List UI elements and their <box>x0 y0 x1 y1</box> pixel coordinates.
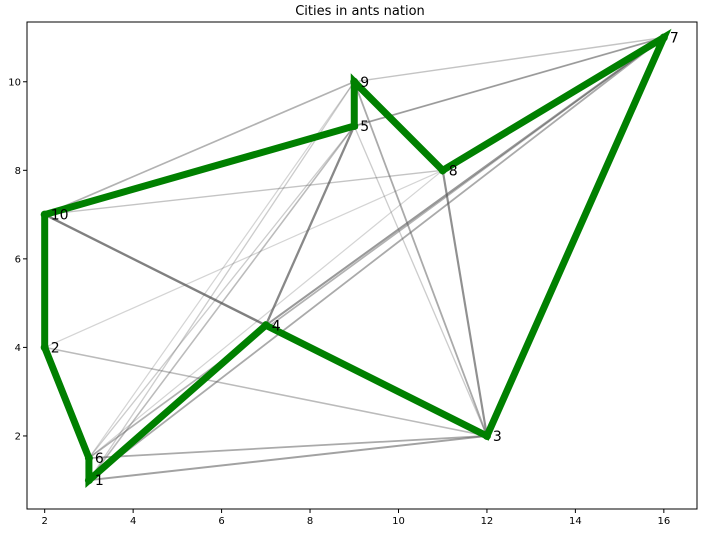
city-point-3 <box>482 431 491 440</box>
city-label-3: 3 <box>493 429 502 445</box>
x-tick-label-10: 10 <box>392 516 405 527</box>
city-label-2: 2 <box>51 340 60 356</box>
city-label-6: 6 <box>95 451 104 467</box>
city-label-1: 1 <box>95 473 104 489</box>
city-point-9 <box>350 77 359 86</box>
pheromone-edge-1-7 <box>88 36 665 481</box>
pheromone-edge-6-3 <box>88 435 487 459</box>
x-tick-label-12: 12 <box>481 516 494 527</box>
pheromone-edge-4-5 <box>264 125 356 326</box>
city-markers <box>40 33 668 485</box>
city-point-4 <box>261 321 270 330</box>
city-label-8: 8 <box>449 163 458 179</box>
pheromone-edge-5-7 <box>354 36 665 127</box>
x-axis-ticks: 2 4 6 8 10 12 14 16 <box>42 509 670 527</box>
y-tick-label-4: 4 <box>15 343 21 354</box>
city-label-10: 10 <box>51 208 69 224</box>
pheromone-edge-2-8 <box>44 169 443 348</box>
y-axis-ticks: 2 4 6 8 10 <box>8 77 27 442</box>
pheromone-edge-10-9 <box>44 80 355 216</box>
pheromone-edge-10-4 <box>44 213 267 327</box>
city-point-2 <box>40 343 49 352</box>
city-point-1 <box>84 476 93 485</box>
city-point-8 <box>438 166 447 175</box>
pheromone-edge-5-3 <box>353 125 488 437</box>
x-tick-label-14: 14 <box>569 516 582 527</box>
pheromone-edge-10-8 <box>44 169 443 216</box>
pheromone-edge-1-9 <box>88 81 355 481</box>
city-labels: 1 2 3 4 5 6 7 8 9 10 <box>51 30 679 489</box>
pheromone-edge-4-7 <box>265 36 665 327</box>
city-point-6 <box>84 454 93 463</box>
pheromone-edge-6-8 <box>88 169 444 459</box>
city-label-5: 5 <box>360 119 369 135</box>
x-tick-label-4: 4 <box>130 516 136 527</box>
plot-area: 1 2 3 4 5 6 7 8 9 10 <box>40 28 679 489</box>
x-tick-label-16: 16 <box>657 516 670 527</box>
city-label-4: 4 <box>272 318 281 334</box>
pheromone-edge-9-7 <box>354 36 664 83</box>
axes-frame <box>26 21 698 510</box>
x-tick-label-6: 6 <box>218 516 224 527</box>
chart-title: Cities in ants nation <box>295 4 425 19</box>
x-tick-label-8: 8 <box>307 516 313 527</box>
pheromone-edge-8-3 <box>441 170 488 437</box>
pheromone-edge-6-7 <box>88 36 665 459</box>
x-tick-label-2: 2 <box>42 516 48 527</box>
y-tick-label-2: 2 <box>15 431 21 442</box>
pheromone-edge-6-5 <box>88 125 355 459</box>
city-point-7 <box>659 33 668 42</box>
y-tick-label-8: 8 <box>15 166 21 177</box>
city-label-9: 9 <box>360 75 369 91</box>
pheromone-edge-6-9 <box>88 81 355 459</box>
city-point-10 <box>40 210 49 219</box>
city-label-7: 7 <box>670 30 679 46</box>
y-tick-label-6: 6 <box>15 254 21 265</box>
pheromone-edge-1-3 <box>88 434 488 482</box>
y-tick-label-10: 10 <box>8 77 21 88</box>
city-point-5 <box>350 122 359 131</box>
pheromone-edge-1-5 <box>88 125 355 481</box>
pheromone-edge-2-3 <box>44 346 488 437</box>
pheromone-edge-9-3 <box>353 81 488 437</box>
